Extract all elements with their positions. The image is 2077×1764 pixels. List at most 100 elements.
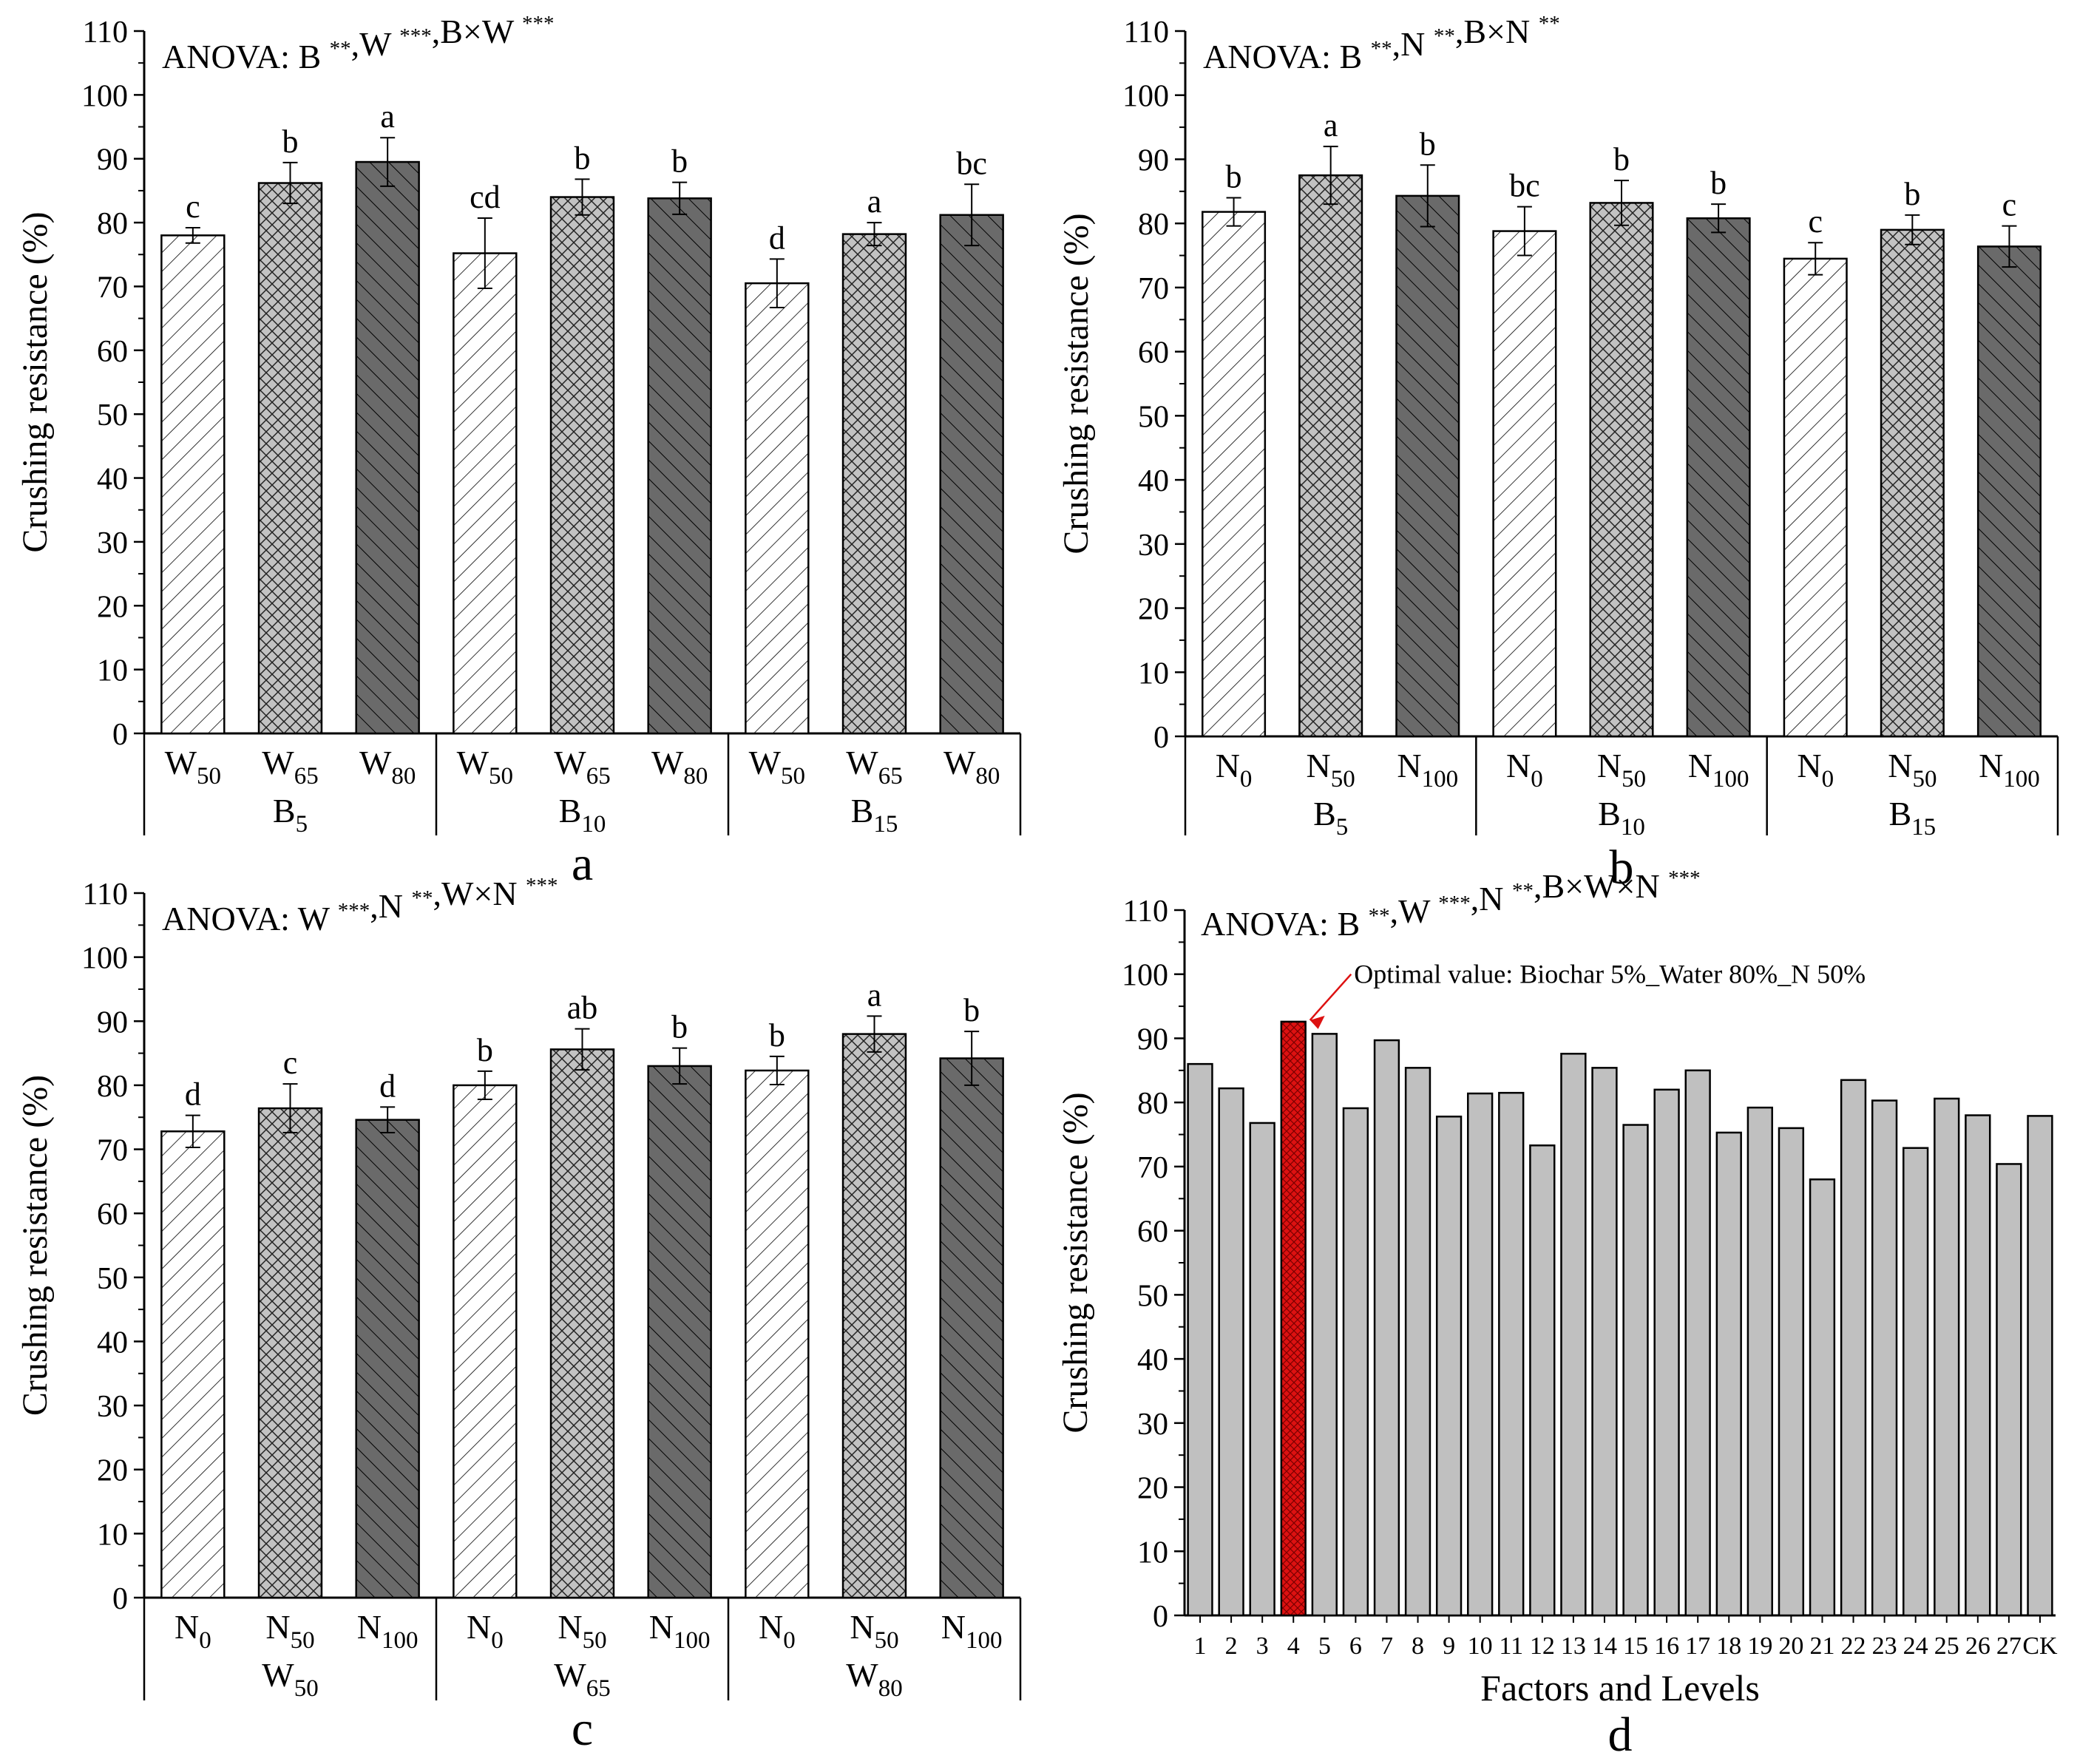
panel-d-y-tick-label: 10 (1137, 1536, 1168, 1570)
panel-c-y-tick-label: 10 (97, 1518, 128, 1552)
panel-a-group-label: B15 (851, 792, 898, 838)
panel-b-y-tick-label: 40 (1138, 464, 1169, 498)
panel-d-x-tick-label: 19 (1747, 1632, 1772, 1660)
panel-b-y-tick-label: 110 (1124, 16, 1169, 50)
panel-a-bar-hatch (745, 283, 809, 733)
panel-c-x-tick-label: N100 (357, 1608, 419, 1654)
panel-b-y-tick-label: 60 (1138, 336, 1169, 370)
panel-c-significance-letter: b (963, 992, 980, 1028)
panel-c-x-tick-label: N0 (175, 1608, 211, 1654)
panel-c-chart: 0 10 20 30 40 50 60 70 80 90 100 110 Crushing resist… (16, 874, 1022, 1756)
panel-d-x-axis-label: Factors and Levels (1480, 1667, 1760, 1709)
panel-a-bar-hatch (940, 214, 1003, 733)
panel-d-bar (1468, 1093, 1493, 1615)
panel-d-x-tick-label: 23 (1872, 1632, 1897, 1660)
panel-d-x-tick-label: 24 (1903, 1632, 1928, 1660)
panel-d-bar (1810, 1179, 1834, 1615)
panel-c-x-tick-label: N100 (649, 1608, 711, 1654)
panel-a-y-axis-label: Crushing resistance (%) (16, 211, 55, 552)
panel-d-x-tick-label: 17 (1685, 1632, 1710, 1660)
panel-a-y-tick-label: 90 (97, 143, 128, 177)
panel-b-significance-letter: b (1904, 176, 1920, 212)
panel-d-bar (1965, 1115, 1990, 1615)
panel-a-significance-letter: b (671, 143, 688, 180)
panel-a-bar-hatch (453, 253, 517, 734)
panel-a-significance-letter: b (575, 140, 591, 176)
panel-c-bar-hatch (161, 1131, 225, 1598)
panel-a-y-tick-label: 70 (97, 271, 128, 305)
panel-d-x-tick-label: 15 (1623, 1632, 1648, 1660)
panel-a-x-tick-label: W65 (846, 744, 902, 790)
panel-d-bar (1654, 1089, 1679, 1615)
panel-c-y-tick-label: 50 (97, 1262, 128, 1296)
panel-b-significance-letter: c (1808, 203, 1823, 240)
panel-d-bar (1312, 1034, 1337, 1615)
panel-d-panel-letter: d (1608, 1708, 1633, 1762)
panel-d-bar (1778, 1127, 1803, 1615)
panel-c-group-label: W80 (846, 1656, 902, 1702)
panel-b-x-tick-label: N0 (1216, 747, 1253, 793)
panel-d-y-tick-label: 30 (1137, 1408, 1168, 1442)
panel-d-x-tick-label: 6 (1349, 1632, 1362, 1660)
panel-c-y-tick-label: 0 (112, 1582, 128, 1616)
panel-c-anova-label: ANOVA: W ***,N **,W×N *** (162, 874, 558, 937)
panel-c-panel-letter: c (572, 1702, 593, 1756)
panel-c-y-tick-label: 60 (97, 1198, 128, 1232)
panel-b-y-tick-label: 30 (1138, 529, 1169, 563)
panel-a-y-tick-label: 0 (112, 718, 128, 752)
panel-d-x-tick-label: 27 (1996, 1632, 2022, 1660)
panel-b-bar-hatch (1978, 246, 2041, 736)
panel-b-x-tick-label: N50 (1597, 747, 1646, 793)
panel-d-y-tick-label: 20 (1137, 1472, 1168, 1506)
panel-b-group-label: B15 (1888, 795, 1936, 841)
panel-c-x-tick-label: N50 (265, 1608, 314, 1654)
panel-b-significance-letter: c (2002, 187, 2017, 223)
panel-c-significance-letter: a (867, 977, 882, 1013)
panel-d-y-tick-label: 60 (1137, 1215, 1168, 1249)
panel-b-bar-hatch (1493, 231, 1556, 736)
panel-c-x-tick-label: N50 (850, 1608, 898, 1654)
panel-b-y-tick-label: 20 (1138, 593, 1169, 627)
panel-c-x-tick-label: N0 (467, 1608, 504, 1654)
panel-c-y-tick-label: 70 (97, 1134, 128, 1168)
panel-a-group-label: B10 (559, 792, 606, 838)
panel-d-bar (1716, 1132, 1741, 1615)
panel-b-significance-letter: b (1710, 165, 1727, 201)
panel-c-significance-letter: d (185, 1076, 201, 1113)
panel-c-y-tick-label: 80 (97, 1070, 128, 1104)
panel-c-y-tick-label: 90 (97, 1005, 128, 1039)
panel-d-annotation-arrowhead (1309, 1015, 1325, 1029)
panel-d-bar (1530, 1145, 1555, 1615)
panel-d-x-tick-label: 18 (1716, 1632, 1741, 1660)
panel-d-annotation-text: Optimal value: Biochar 5%_Water 80%_N 50… (1354, 960, 1866, 989)
panel-b-x-tick-label: N100 (1397, 747, 1458, 793)
panel-d-y-tick-label: 110 (1123, 895, 1168, 929)
panel-c-bar-hatch (648, 1065, 711, 1598)
panel-c-x-tick-label: N0 (759, 1608, 796, 1654)
panel-b-bar-hatch (1299, 175, 1362, 737)
panel-a-x-tick-label: W65 (262, 744, 318, 790)
panel-c-y-tick-label: 100 (81, 942, 128, 976)
panel-d-x-tick-label: 2 (1225, 1632, 1238, 1660)
panel-a-anova-label: ANOVA: B **,W ***,B×W *** (162, 12, 554, 75)
panel-b-panel-letter: b (1610, 841, 1634, 895)
panel-d-annotation-arrow (1309, 973, 1352, 1021)
panel-b-x-tick-label: N0 (1506, 747, 1543, 793)
panel-b-y-tick-label: 50 (1138, 400, 1169, 434)
panel-d-bar (1561, 1054, 1586, 1615)
panel-b-bar-hatch (1687, 218, 1750, 736)
panel-d-x-tick-label: 11 (1499, 1632, 1523, 1660)
panel-b-significance-letter: b (1420, 126, 1436, 162)
panel-d-x-tick-label: 13 (1561, 1632, 1586, 1660)
panel-d-bar (1592, 1068, 1617, 1615)
panel-d-bar (1187, 1064, 1213, 1615)
panel-d-bar (1250, 1122, 1275, 1615)
panel-d-bar (1934, 1098, 1959, 1615)
panel-d-y-tick-label: 80 (1137, 1087, 1168, 1121)
panel-a-y-tick-label: 100 (81, 79, 128, 113)
panel-c-bar-hatch (551, 1049, 614, 1598)
panel-b-anova-label: ANOVA: B **,N **,B×N ** (1203, 12, 1560, 75)
panel-a-x-tick-label: W80 (651, 744, 708, 790)
panel-a-x-tick-label: W65 (554, 744, 610, 790)
